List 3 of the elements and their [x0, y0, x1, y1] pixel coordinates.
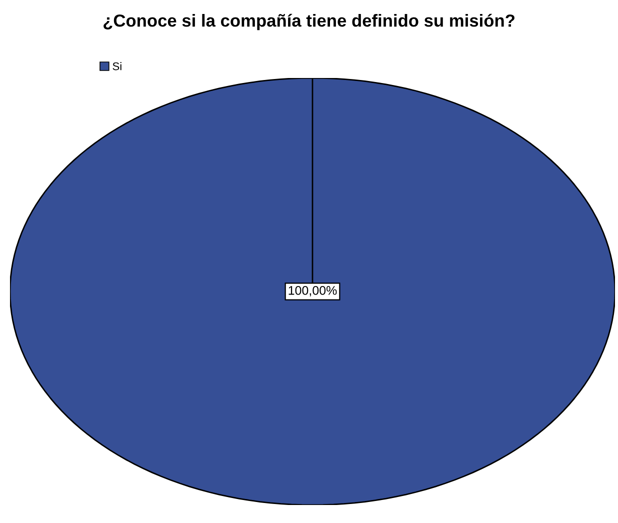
data-label: 100,00% — [288, 286, 337, 296]
chart-title: ¿Conoce si la compañía tiene definido su misión? — [104, 14, 514, 30]
legend-label: Si — [112, 62, 122, 70]
